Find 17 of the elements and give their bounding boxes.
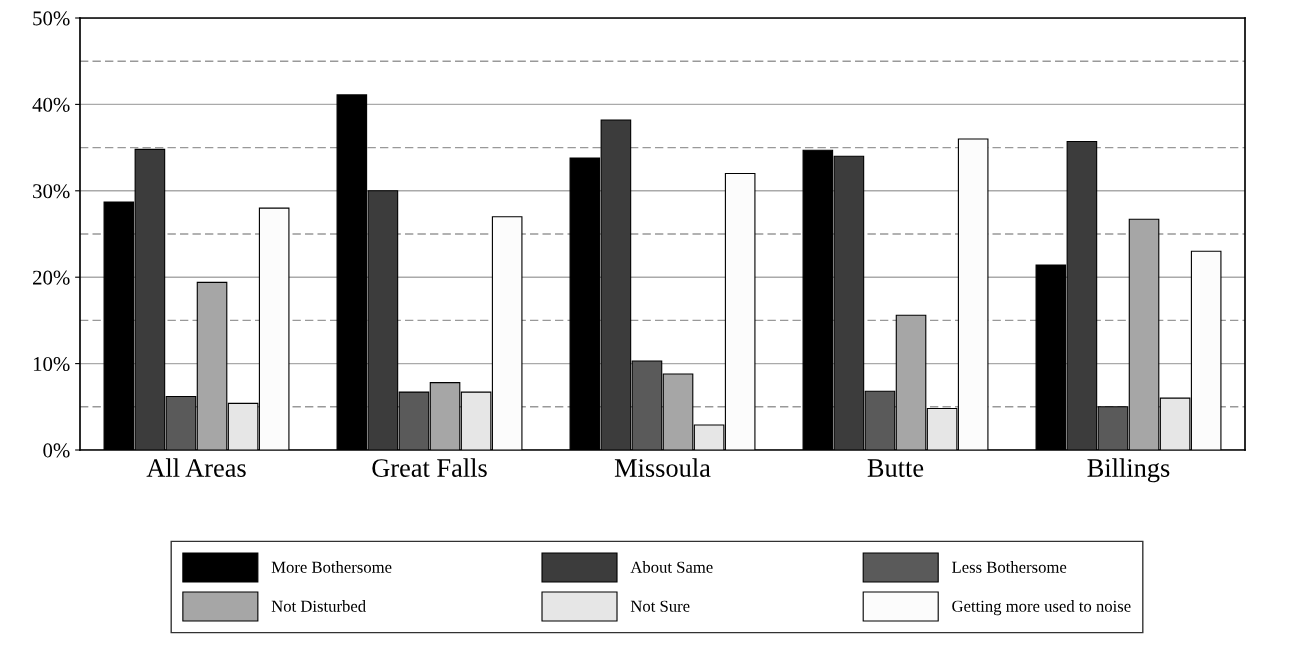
legend-label: Not Disturbed <box>271 600 366 612</box>
legend-label: About Same <box>630 561 713 573</box>
y-tick-label: 10% <box>33 356 70 372</box>
legend-label: Getting more used to noise <box>952 600 1131 616</box>
y-tick-label: 0% <box>43 443 70 458</box>
y-tick-label: 20% <box>33 270 70 285</box>
legend-label: More Bothersome <box>271 561 392 573</box>
y-tick-label: 40% <box>32 97 70 112</box>
x-tick-label: Missoula <box>614 458 711 477</box>
legend-label: Less Bothersome <box>952 561 1067 573</box>
x-tick-label: Billings <box>1087 458 1170 483</box>
x-tick-label: All Areas <box>146 458 246 477</box>
x-tick-label: Butte <box>867 459 924 477</box>
y-tick-label: 50% <box>33 11 70 26</box>
legend-label: Not Sure <box>630 600 690 612</box>
y-tick-label: 30% <box>33 184 70 199</box>
x-tick-label: Great Falls <box>372 458 487 477</box>
